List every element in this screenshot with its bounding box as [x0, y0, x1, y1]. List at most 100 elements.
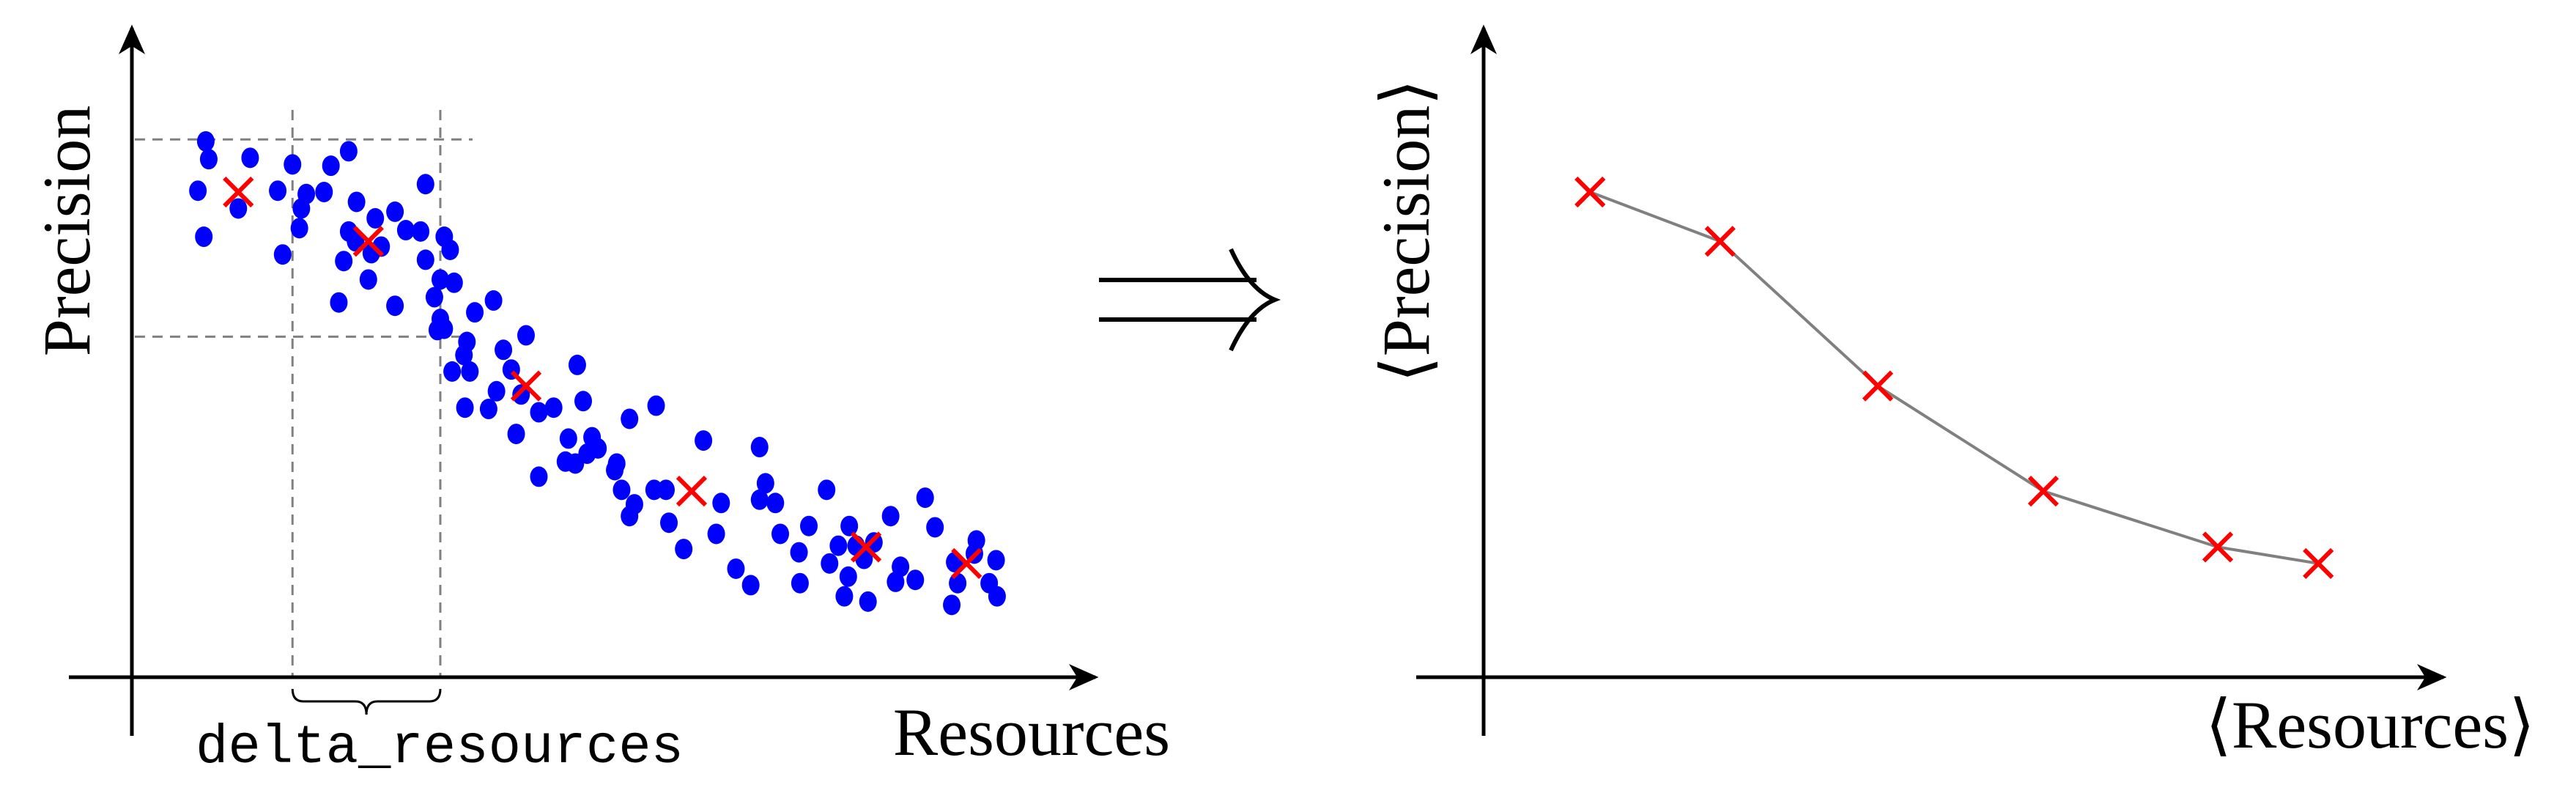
data-point — [791, 572, 809, 594]
data-point — [428, 320, 446, 341]
line-segment — [2217, 545, 2319, 565]
data-point — [269, 180, 287, 202]
data-points — [189, 130, 1006, 616]
data-point — [881, 506, 900, 527]
data-point — [750, 437, 769, 458]
data-point — [466, 302, 484, 323]
delta-resources-label: delta_resources — [196, 718, 684, 779]
data-point — [229, 198, 248, 219]
data-point — [949, 572, 967, 594]
data-point — [461, 361, 479, 382]
data-point — [741, 575, 760, 596]
data-point — [926, 517, 944, 538]
right-mean-plot: ⟨Precision⟩ ⟨Resources⟩ — [1369, 24, 2535, 762]
data-point — [835, 586, 854, 607]
data-point — [568, 354, 586, 375]
mean-marker — [223, 176, 254, 208]
data-point — [507, 424, 525, 445]
data-point — [273, 244, 292, 265]
guide-lines — [135, 110, 473, 677]
data-point — [727, 558, 745, 579]
data-point — [292, 198, 311, 219]
mean-marker — [676, 476, 708, 507]
data-point — [335, 251, 353, 272]
data-point — [695, 430, 713, 451]
data-point — [621, 408, 639, 429]
x-stroke — [352, 226, 384, 257]
mean-markers — [1574, 176, 2334, 579]
mean-marker — [2027, 476, 2059, 507]
data-point — [290, 218, 308, 239]
data-point — [199, 149, 218, 170]
data-point — [445, 272, 463, 293]
data-point — [366, 207, 385, 229]
mean-marker — [352, 226, 384, 257]
data-point — [612, 479, 631, 501]
data-point — [196, 130, 215, 152]
data-point — [943, 594, 961, 616]
mean-marker — [1704, 226, 1736, 257]
x-stroke — [951, 547, 982, 579]
data-point — [859, 591, 877, 612]
line-segment — [1589, 191, 1721, 243]
data-point — [625, 494, 643, 515]
implies-arrow: ⟹ — [1099, 248, 1281, 352]
data-point — [315, 182, 333, 203]
mean-markers — [223, 176, 982, 579]
mean-marker — [510, 370, 542, 402]
data-point — [443, 361, 462, 382]
data-point — [530, 402, 548, 423]
line-segment — [1876, 384, 2045, 493]
x-stroke — [850, 531, 882, 563]
data-point — [484, 290, 503, 311]
data-point — [892, 556, 910, 578]
data-point — [386, 295, 404, 317]
data-point — [840, 515, 859, 536]
data-point — [578, 443, 596, 465]
data-point — [396, 220, 415, 241]
data-point — [606, 460, 624, 481]
x-stroke — [676, 476, 708, 507]
data-point — [574, 391, 593, 412]
data-point — [189, 180, 207, 202]
mean-marker — [850, 531, 882, 563]
data-point — [425, 287, 443, 308]
data-point — [416, 249, 434, 270]
data-point — [322, 155, 340, 177]
line-segment — [1719, 240, 1879, 388]
data-point — [495, 339, 513, 361]
x-stroke — [1704, 226, 1736, 257]
data-point — [771, 523, 790, 545]
data-point — [987, 550, 1005, 571]
data-point — [829, 535, 848, 556]
data-point — [906, 569, 925, 591]
data-point — [412, 221, 430, 242]
data-point — [487, 380, 506, 402]
data-point — [790, 542, 808, 563]
mean-marker — [1862, 370, 1894, 402]
data-point — [707, 523, 725, 545]
data-point — [284, 154, 302, 175]
data-point — [347, 231, 365, 252]
x-axis-label: Resources — [893, 695, 1170, 770]
data-point — [530, 466, 548, 487]
x-stroke — [2303, 547, 2334, 579]
mean-marker — [1574, 176, 1606, 208]
data-point — [330, 292, 348, 313]
y-axis-label: Precision — [29, 106, 104, 356]
x-axis-label: ⟨Resources⟩ — [2205, 687, 2535, 762]
data-point — [241, 147, 259, 169]
data-point — [839, 566, 857, 587]
x-stroke — [223, 176, 254, 208]
data-point — [347, 191, 366, 213]
data-point — [821, 553, 839, 574]
data-point — [441, 239, 459, 260]
mean-line — [1589, 191, 2319, 565]
data-point — [556, 451, 574, 472]
data-point — [431, 269, 449, 290]
data-point — [675, 539, 693, 560]
x-stroke — [2202, 531, 2234, 563]
data-point — [756, 473, 774, 494]
data-point — [647, 395, 665, 416]
